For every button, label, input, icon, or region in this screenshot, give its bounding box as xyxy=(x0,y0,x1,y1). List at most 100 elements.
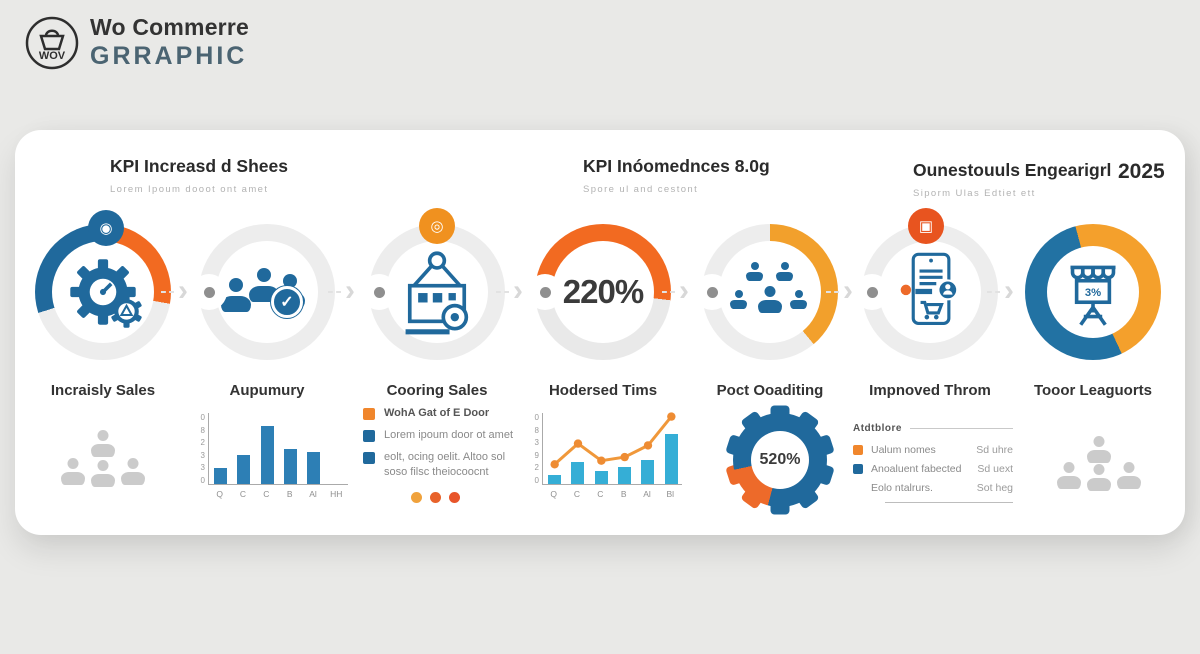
line-chart-plot xyxy=(542,412,682,485)
connector-dot xyxy=(866,286,878,298)
person-icon xyxy=(221,278,251,312)
legend-text: WohA Gat of E Door xyxy=(384,407,490,419)
step-ring-1: ◉ xyxy=(35,210,171,360)
brand-title: Wo Commerre xyxy=(90,14,249,40)
woocommerce-logo-icon: WOV xyxy=(25,16,79,69)
chevron-right-icon xyxy=(662,274,689,308)
chevron-right-icon xyxy=(987,274,1014,308)
connector-node xyxy=(361,274,397,310)
legend-value: Sd uhre xyxy=(976,444,1013,456)
section-header-1: KPI Increasd d Shees Lorem Ipoum dooot o… xyxy=(110,156,288,195)
person-icon xyxy=(1117,462,1141,489)
step-ring-5 xyxy=(694,224,838,360)
chevron-right-icon xyxy=(496,274,523,308)
brand-header: WOV Wo Commerre GRRAPHIC xyxy=(24,14,249,71)
legend-table-title: Atdtblore xyxy=(853,423,902,434)
divider-line xyxy=(909,428,1013,429)
legend-item: Lorem ipoum door ot amet xyxy=(363,429,521,443)
person-icon xyxy=(746,262,763,281)
blue-bullet-icon xyxy=(853,464,863,474)
connector-node xyxy=(854,274,890,310)
gear-gauge: 520% xyxy=(725,405,835,515)
connector-node xyxy=(527,274,563,310)
legend-text: Lorem ipoum door ot amet xyxy=(384,428,514,441)
section-header-2: KPI Inóomednces 8.0g Spore ul and ceston… xyxy=(583,156,770,195)
legend-item: eolt, ocing oelit. Altoo sol xyxy=(363,451,521,465)
step-label-1: Incraisly Sales xyxy=(50,382,156,399)
chevron-right-icon xyxy=(328,274,355,308)
pager-dot-icon xyxy=(449,492,460,504)
step-label-6: Impnoved Throm xyxy=(869,382,991,399)
check-badge-icon: ✓ xyxy=(271,286,303,318)
pager-dot-icon xyxy=(411,492,422,504)
person-icon xyxy=(1087,464,1111,491)
audience-icon xyxy=(722,260,818,324)
section-subtitle: Lorem Ipoum dooot ont amet xyxy=(110,184,269,195)
step-label-7: Tooor Leaguorts xyxy=(1033,382,1153,399)
step-label-5: Poct Ooaditing xyxy=(716,382,824,399)
step-ring-2: ✓ xyxy=(191,224,335,360)
legend-label: Anoaluent fabected xyxy=(871,463,962,475)
connector-node xyxy=(191,274,227,310)
connector-dot xyxy=(373,286,385,298)
person-icon xyxy=(790,290,807,309)
target-badge-icon: ◎ xyxy=(419,208,455,244)
chevron-right-icon xyxy=(161,274,188,308)
step-ring-6: ▣ xyxy=(854,208,998,360)
section-subtitle: Spore ul and cestont xyxy=(583,184,699,195)
step-ring-4: 220% xyxy=(527,224,671,360)
chevron-right-icon xyxy=(826,274,853,308)
person-icon xyxy=(91,430,115,457)
orange-bullet-icon xyxy=(853,445,863,455)
legend-table-row: Anoaluent fabected Sd uext xyxy=(853,463,1013,475)
pager-dot-icon xyxy=(430,492,441,504)
storefront-icon: 3% xyxy=(1070,265,1116,326)
legend-text: eolt, ocing oelit. Altoo sol xyxy=(384,450,506,463)
divider-line xyxy=(885,502,1013,503)
infographic-card: KPI Increasd d Shees Lorem Ipoum dooot o… xyxy=(15,130,1185,535)
section-header-3: Ounestouuls Engearigrl Siporm Ulas Edtie… xyxy=(913,160,1111,199)
connector-node xyxy=(694,274,730,310)
target-glyph: ◎ xyxy=(430,218,444,235)
legend-text-continued: soso filsc theiocoocnt xyxy=(384,466,489,479)
legend-value: Sot heg xyxy=(976,482,1013,494)
legend-label: Ualum nomes xyxy=(871,444,936,456)
gauge-value: 520% xyxy=(751,431,809,489)
connector-dot xyxy=(539,286,551,298)
legend-table-row: Ualum nomes Sd uhre xyxy=(853,444,1013,456)
step-ring-7: 3% xyxy=(1025,224,1161,360)
line-chart-xlabels: Q C C B Al Bl xyxy=(550,489,675,499)
step-ring-3: ◎ xyxy=(361,208,505,360)
section-subtitle: Siporm Ulas Edtiet ett xyxy=(913,188,1036,199)
person-icon xyxy=(61,458,85,485)
connector-dot xyxy=(203,286,215,298)
legend-value: Sd uext xyxy=(977,463,1013,475)
eye-glyph: ◉ xyxy=(99,220,113,237)
step-label-4: Hodersed Tims xyxy=(548,382,658,399)
lock-badge-icon: ▣ xyxy=(908,208,944,244)
person-icon xyxy=(776,262,793,281)
orange-bullet-icon xyxy=(363,408,375,420)
storefront-value: 3% xyxy=(1085,287,1101,299)
mobile-shop-icon xyxy=(900,252,959,326)
person-icon xyxy=(730,290,747,309)
step-label-2: Aupumury xyxy=(229,382,305,399)
legend-table-row: Eolo ntalrurs. Sot heg xyxy=(853,482,1013,494)
person-icon xyxy=(91,460,115,487)
blue-bullet-icon xyxy=(363,451,375,464)
legend-table: Atdtblore Ualum nomes Sd uhre Anoaluent … xyxy=(853,423,1013,503)
legend-label: Eolo ntalrurs. xyxy=(871,482,933,494)
section-title: KPI Increasd d Shees xyxy=(110,156,288,176)
legend-list: WohA Gat of E Door Lorem ipoum door ot a… xyxy=(363,407,521,504)
connector-dot xyxy=(706,286,718,298)
audience-gray-icon xyxy=(61,430,145,492)
gears-gauge-icon xyxy=(70,259,142,328)
brand-subtitle: GRRAPHIC xyxy=(90,42,248,70)
person-icon xyxy=(121,458,145,485)
legend-item: WohA Gat of E Door xyxy=(363,407,521,421)
